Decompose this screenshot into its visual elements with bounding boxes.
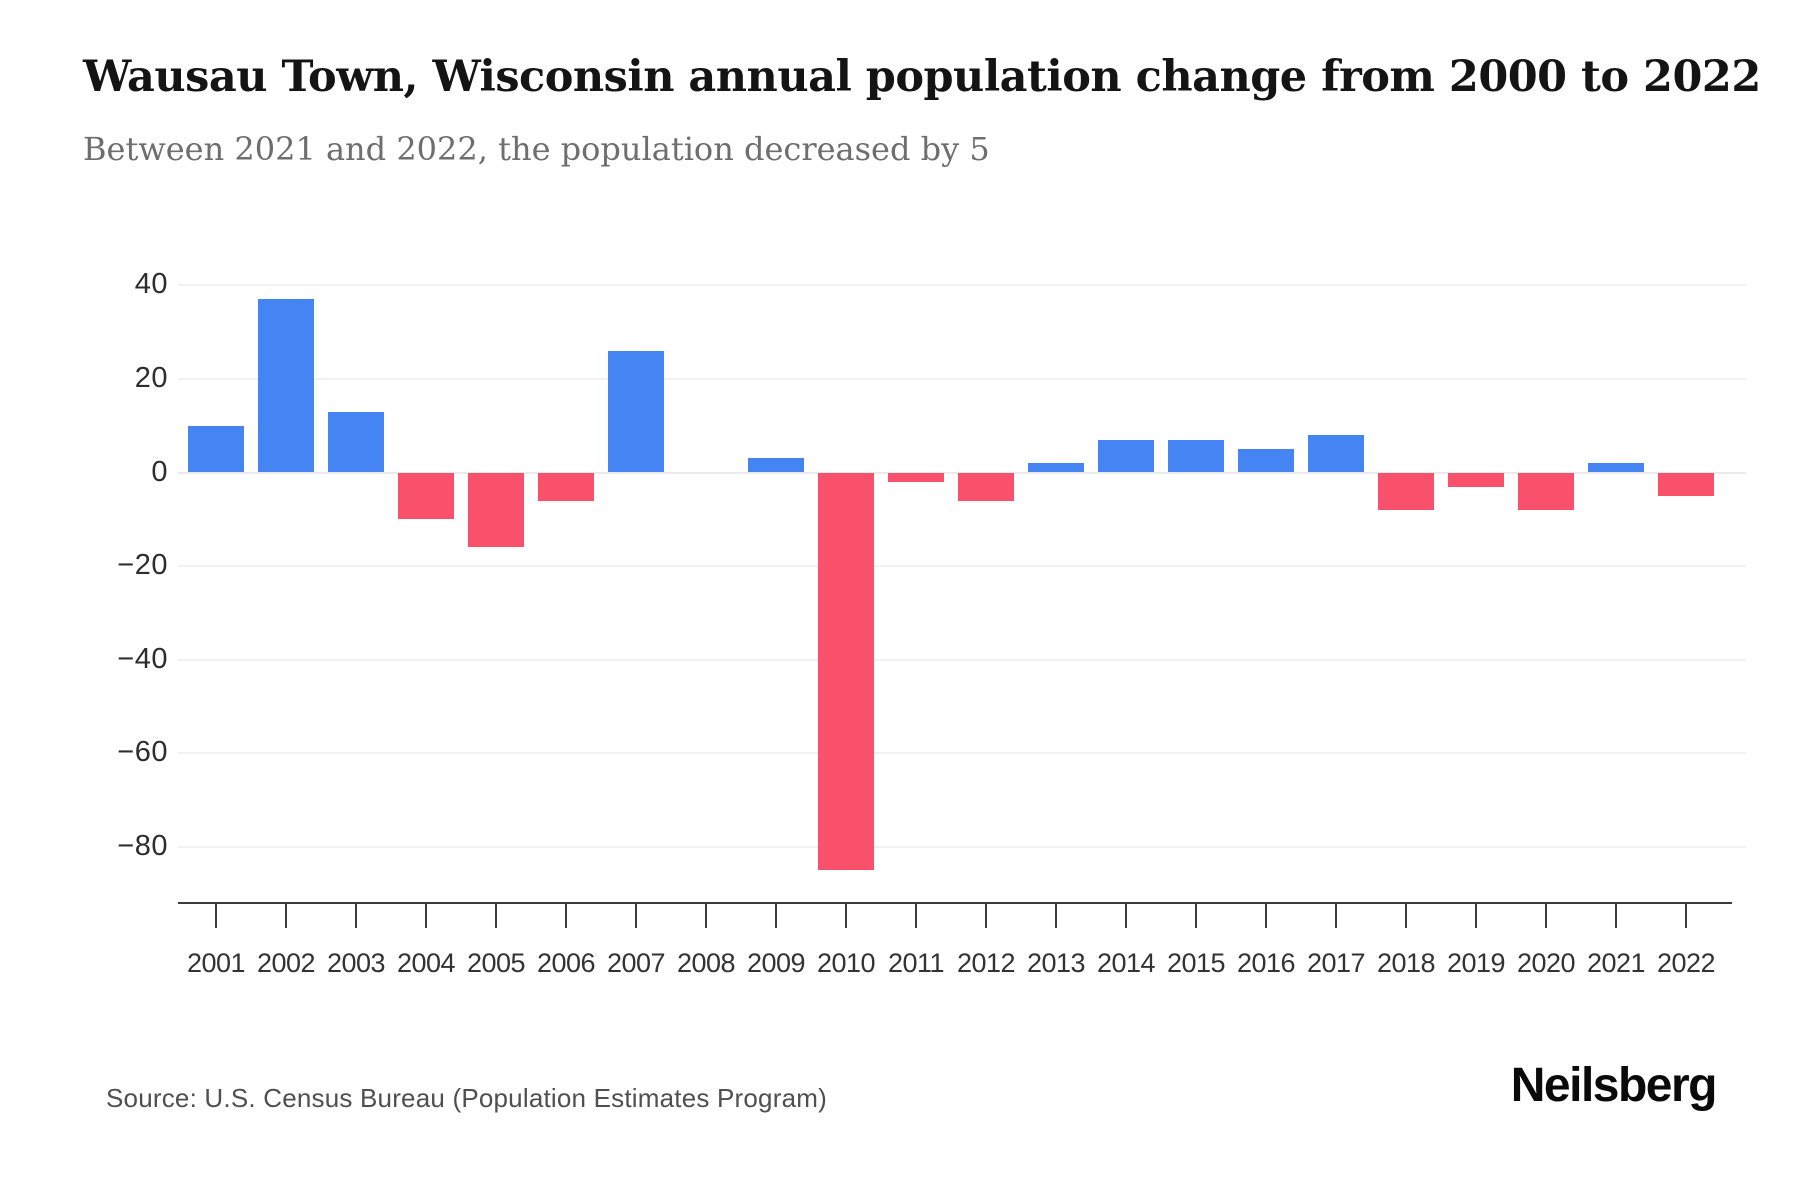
chart-subtitle: Between 2021 and 2022, the population de… xyxy=(83,130,990,168)
x-tick-label-2003: 2003 xyxy=(326,948,386,978)
y-tick-label: −80 xyxy=(117,829,168,862)
x-tick-label-2013: 2013 xyxy=(1026,948,1086,978)
x-axis-tick xyxy=(425,902,427,928)
bar-2011 xyxy=(888,472,944,482)
y-tick-label: 40 xyxy=(134,268,168,301)
x-tick-label-2014: 2014 xyxy=(1096,948,1156,978)
x-axis-tick xyxy=(1545,902,1547,928)
x-axis-tick xyxy=(565,902,567,928)
gridline--20 xyxy=(178,565,1746,568)
x-axis-tick xyxy=(635,902,637,928)
x-axis-line xyxy=(178,902,1732,904)
x-axis-tick xyxy=(915,902,917,928)
x-axis-tick xyxy=(1265,902,1267,928)
x-axis-tick xyxy=(1125,902,1127,928)
bar-2004 xyxy=(398,472,454,520)
bar-2012 xyxy=(958,472,1014,501)
bar-2009 xyxy=(748,458,804,473)
brand-logo: Neilsberg xyxy=(1510,1059,1718,1112)
x-axis-tick xyxy=(355,902,357,928)
gridline--80 xyxy=(178,845,1746,848)
x-tick-label-2002: 2002 xyxy=(256,948,316,978)
x-axis-tick xyxy=(1685,902,1687,928)
x-tick-label-2007: 2007 xyxy=(606,948,666,978)
x-axis-tick xyxy=(1475,902,1477,928)
bar-2013 xyxy=(1028,463,1084,473)
x-axis-tick xyxy=(845,902,847,928)
y-tick-label: 0 xyxy=(151,455,168,488)
x-tick-label-2006: 2006 xyxy=(536,948,596,978)
x-tick-label-2016: 2016 xyxy=(1236,948,1296,978)
x-axis-tick xyxy=(1335,902,1337,928)
bar-2002 xyxy=(258,299,314,473)
bar-2010 xyxy=(818,472,874,871)
bar-2018 xyxy=(1378,472,1434,510)
y-tick-label: 20 xyxy=(134,361,168,394)
x-tick-label-2021: 2021 xyxy=(1586,948,1646,978)
x-axis-tick xyxy=(985,902,987,928)
bar-2003 xyxy=(328,411,384,473)
x-tick-label-2005: 2005 xyxy=(466,948,526,978)
x-tick-label-2020: 2020 xyxy=(1516,948,1576,978)
x-axis-tick xyxy=(1405,902,1407,928)
gridline--40 xyxy=(178,658,1746,661)
x-axis-tick xyxy=(215,902,217,928)
bar-2015 xyxy=(1168,439,1224,473)
x-axis-tick xyxy=(285,902,287,928)
x-tick-label-2010: 2010 xyxy=(816,948,876,978)
x-tick-label-2011: 2011 xyxy=(887,948,945,978)
bar-2017 xyxy=(1308,435,1364,473)
bar-2019 xyxy=(1448,472,1504,487)
x-tick-label-2019: 2019 xyxy=(1446,948,1506,978)
x-tick-label-2017: 2017 xyxy=(1306,948,1366,978)
bar-2007 xyxy=(608,350,664,473)
bar-2006 xyxy=(538,472,594,501)
bar-2016 xyxy=(1238,449,1294,473)
gridline--60 xyxy=(178,752,1746,755)
x-axis-tick xyxy=(705,902,707,928)
gridline-20 xyxy=(178,377,1746,380)
x-tick-label-2012: 2012 xyxy=(956,948,1016,978)
x-tick-label-2009: 2009 xyxy=(746,948,806,978)
y-tick-label: −60 xyxy=(117,736,168,769)
bar-2014 xyxy=(1098,439,1154,473)
bar-2022 xyxy=(1658,472,1714,496)
x-tick-label-2015: 2015 xyxy=(1166,948,1226,978)
x-axis-tick xyxy=(1055,902,1057,928)
chart-title: Wausau Town, Wisconsin annual population… xyxy=(83,52,1761,102)
y-tick-label: −40 xyxy=(117,642,168,675)
x-tick-label-2008: 2008 xyxy=(676,948,736,978)
x-axis-tick xyxy=(495,902,497,928)
y-tick-label: −20 xyxy=(117,548,168,581)
x-tick-label-2001: 2001 xyxy=(186,948,246,978)
x-tick-label-2018: 2018 xyxy=(1376,948,1436,978)
source-note: Source: U.S. Census Bureau (Population E… xyxy=(106,1083,827,1113)
x-axis-tick xyxy=(1195,902,1197,928)
bar-2020 xyxy=(1518,472,1574,510)
x-axis-tick xyxy=(775,902,777,928)
bar-2005 xyxy=(468,472,524,548)
bar-2021 xyxy=(1588,463,1644,473)
x-axis-tick xyxy=(1615,902,1617,928)
gridline-40 xyxy=(178,284,1746,287)
x-tick-label-2004: 2004 xyxy=(396,948,456,978)
x-tick-label-2022: 2022 xyxy=(1656,948,1716,978)
bar-2001 xyxy=(188,425,244,473)
